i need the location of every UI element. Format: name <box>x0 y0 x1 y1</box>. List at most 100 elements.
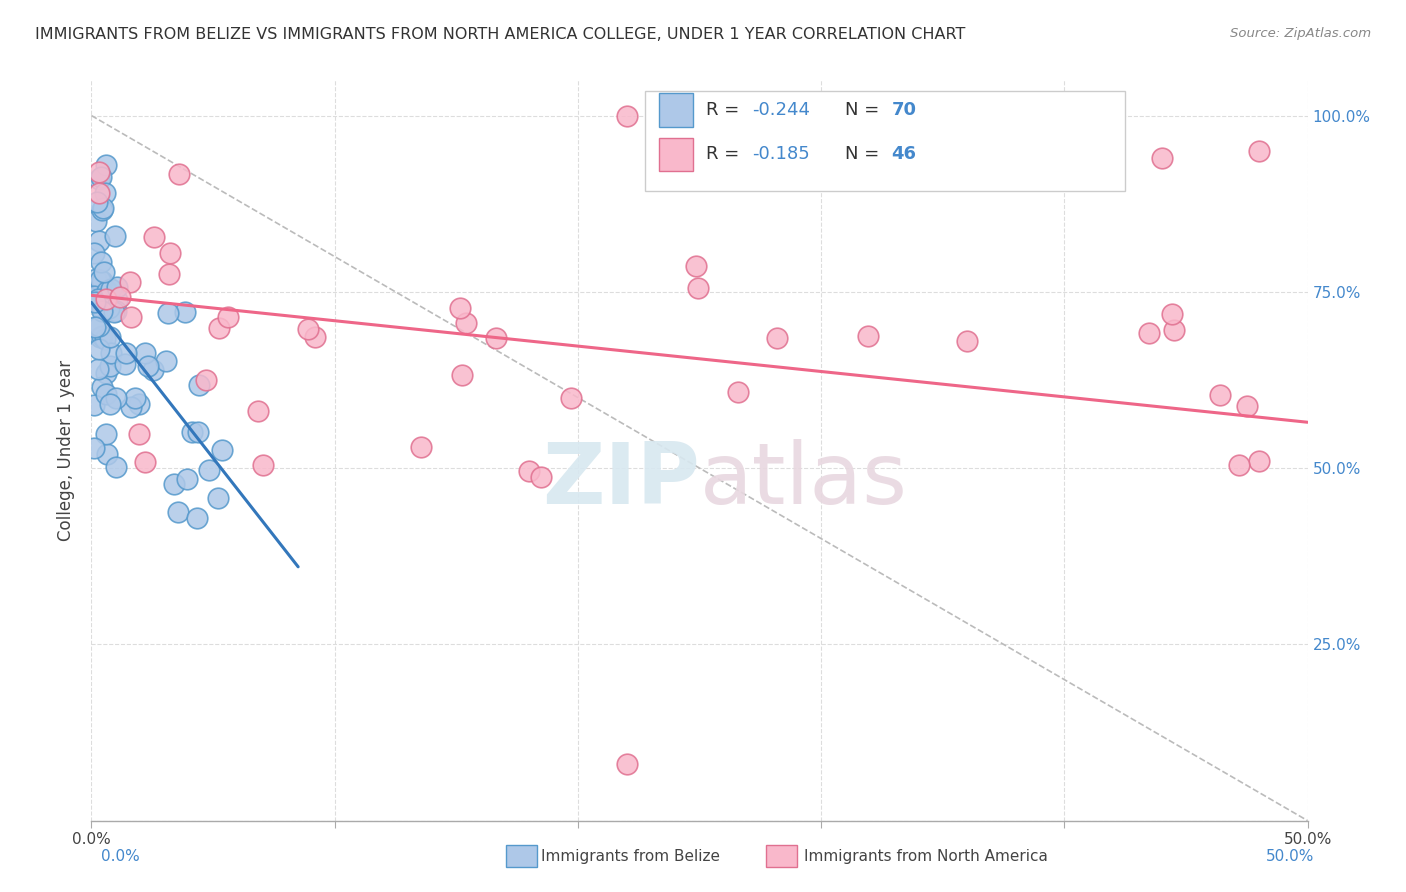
Point <box>517 464 540 478</box>
Point <box>103 304 125 318</box>
Point <box>120 275 142 289</box>
Text: atlas: atlas <box>699 439 907 522</box>
Point <box>100 282 122 296</box>
Point <box>155 354 177 368</box>
Point <box>87 186 110 200</box>
Point <box>105 293 128 308</box>
FancyBboxPatch shape <box>659 137 693 171</box>
Text: IMMIGRANTS FROM BELIZE VS IMMIGRANTS FROM NORTH AMERICA COLLEGE, UNDER 1 YEAR CO: IMMIGRANTS FROM BELIZE VS IMMIGRANTS FRO… <box>35 27 966 42</box>
Point <box>91 202 114 217</box>
Point <box>89 330 111 344</box>
Point <box>87 343 110 357</box>
Point <box>217 310 239 324</box>
Point <box>120 310 142 324</box>
Point <box>616 757 638 772</box>
Point <box>87 172 110 186</box>
Point <box>208 320 231 334</box>
Point <box>98 301 121 315</box>
Point <box>187 378 209 392</box>
FancyBboxPatch shape <box>645 91 1125 191</box>
Point <box>247 404 270 418</box>
Point <box>186 511 208 525</box>
Point <box>1393 447 1406 461</box>
Text: -0.244: -0.244 <box>752 101 810 119</box>
Point <box>142 362 165 376</box>
Point <box>91 201 114 215</box>
Text: N =: N = <box>845 145 886 163</box>
Point <box>100 397 122 411</box>
Point <box>96 447 118 461</box>
Text: N =: N = <box>845 101 886 119</box>
Point <box>96 284 118 298</box>
Point <box>451 368 474 382</box>
Point <box>91 380 114 394</box>
Point <box>90 274 112 288</box>
Point <box>114 345 136 359</box>
Point <box>297 322 319 336</box>
Point <box>83 442 105 456</box>
Point <box>1163 323 1185 337</box>
Point <box>252 458 274 472</box>
Point <box>84 295 107 310</box>
Point <box>1236 399 1258 413</box>
Point <box>114 357 136 371</box>
Point <box>187 425 209 439</box>
Point <box>128 427 150 442</box>
Point <box>91 301 114 315</box>
Point <box>1046 152 1069 166</box>
Text: Source: ZipAtlas.com: Source: ZipAtlas.com <box>1230 27 1371 40</box>
Point <box>1137 326 1160 340</box>
Point <box>157 306 180 320</box>
Point <box>94 158 117 172</box>
Point <box>83 245 105 260</box>
Point <box>83 398 105 412</box>
Point <box>93 265 115 279</box>
Point <box>105 392 128 406</box>
Text: R =: R = <box>706 145 745 163</box>
Point <box>134 346 156 360</box>
Point <box>1247 144 1270 158</box>
Text: ZIP: ZIP <box>541 439 699 522</box>
Point <box>86 214 108 228</box>
Point <box>1227 458 1250 472</box>
Text: Immigrants from Belize: Immigrants from Belize <box>541 849 720 863</box>
Point <box>207 491 229 505</box>
Point <box>163 477 186 491</box>
Point <box>166 505 188 519</box>
Point <box>134 455 156 469</box>
Point <box>96 386 118 401</box>
Point <box>128 397 150 411</box>
Point <box>83 289 105 303</box>
Point <box>94 186 117 200</box>
Point <box>686 281 709 295</box>
Point <box>90 169 112 184</box>
Point <box>1161 307 1184 321</box>
Point <box>94 293 117 307</box>
Point <box>94 427 117 442</box>
Point <box>90 254 112 268</box>
Point <box>104 228 127 243</box>
Point <box>124 391 146 405</box>
Point <box>93 332 115 346</box>
Point <box>174 304 197 318</box>
Point <box>157 267 180 281</box>
Point <box>856 329 879 343</box>
Point <box>94 367 117 381</box>
Point <box>84 319 107 334</box>
Point <box>727 384 749 399</box>
Point <box>1209 388 1232 402</box>
Point <box>108 290 131 304</box>
Point <box>100 346 122 360</box>
Point <box>1150 151 1173 165</box>
Point <box>485 331 508 345</box>
Point <box>136 359 159 373</box>
Point <box>409 440 432 454</box>
Point <box>454 316 477 330</box>
Point <box>450 301 472 316</box>
Point <box>107 279 129 293</box>
Text: 0.0%: 0.0% <box>101 849 141 863</box>
Point <box>120 400 142 414</box>
Point <box>159 246 181 260</box>
Y-axis label: College, Under 1 year: College, Under 1 year <box>58 359 76 541</box>
Point <box>105 460 128 475</box>
